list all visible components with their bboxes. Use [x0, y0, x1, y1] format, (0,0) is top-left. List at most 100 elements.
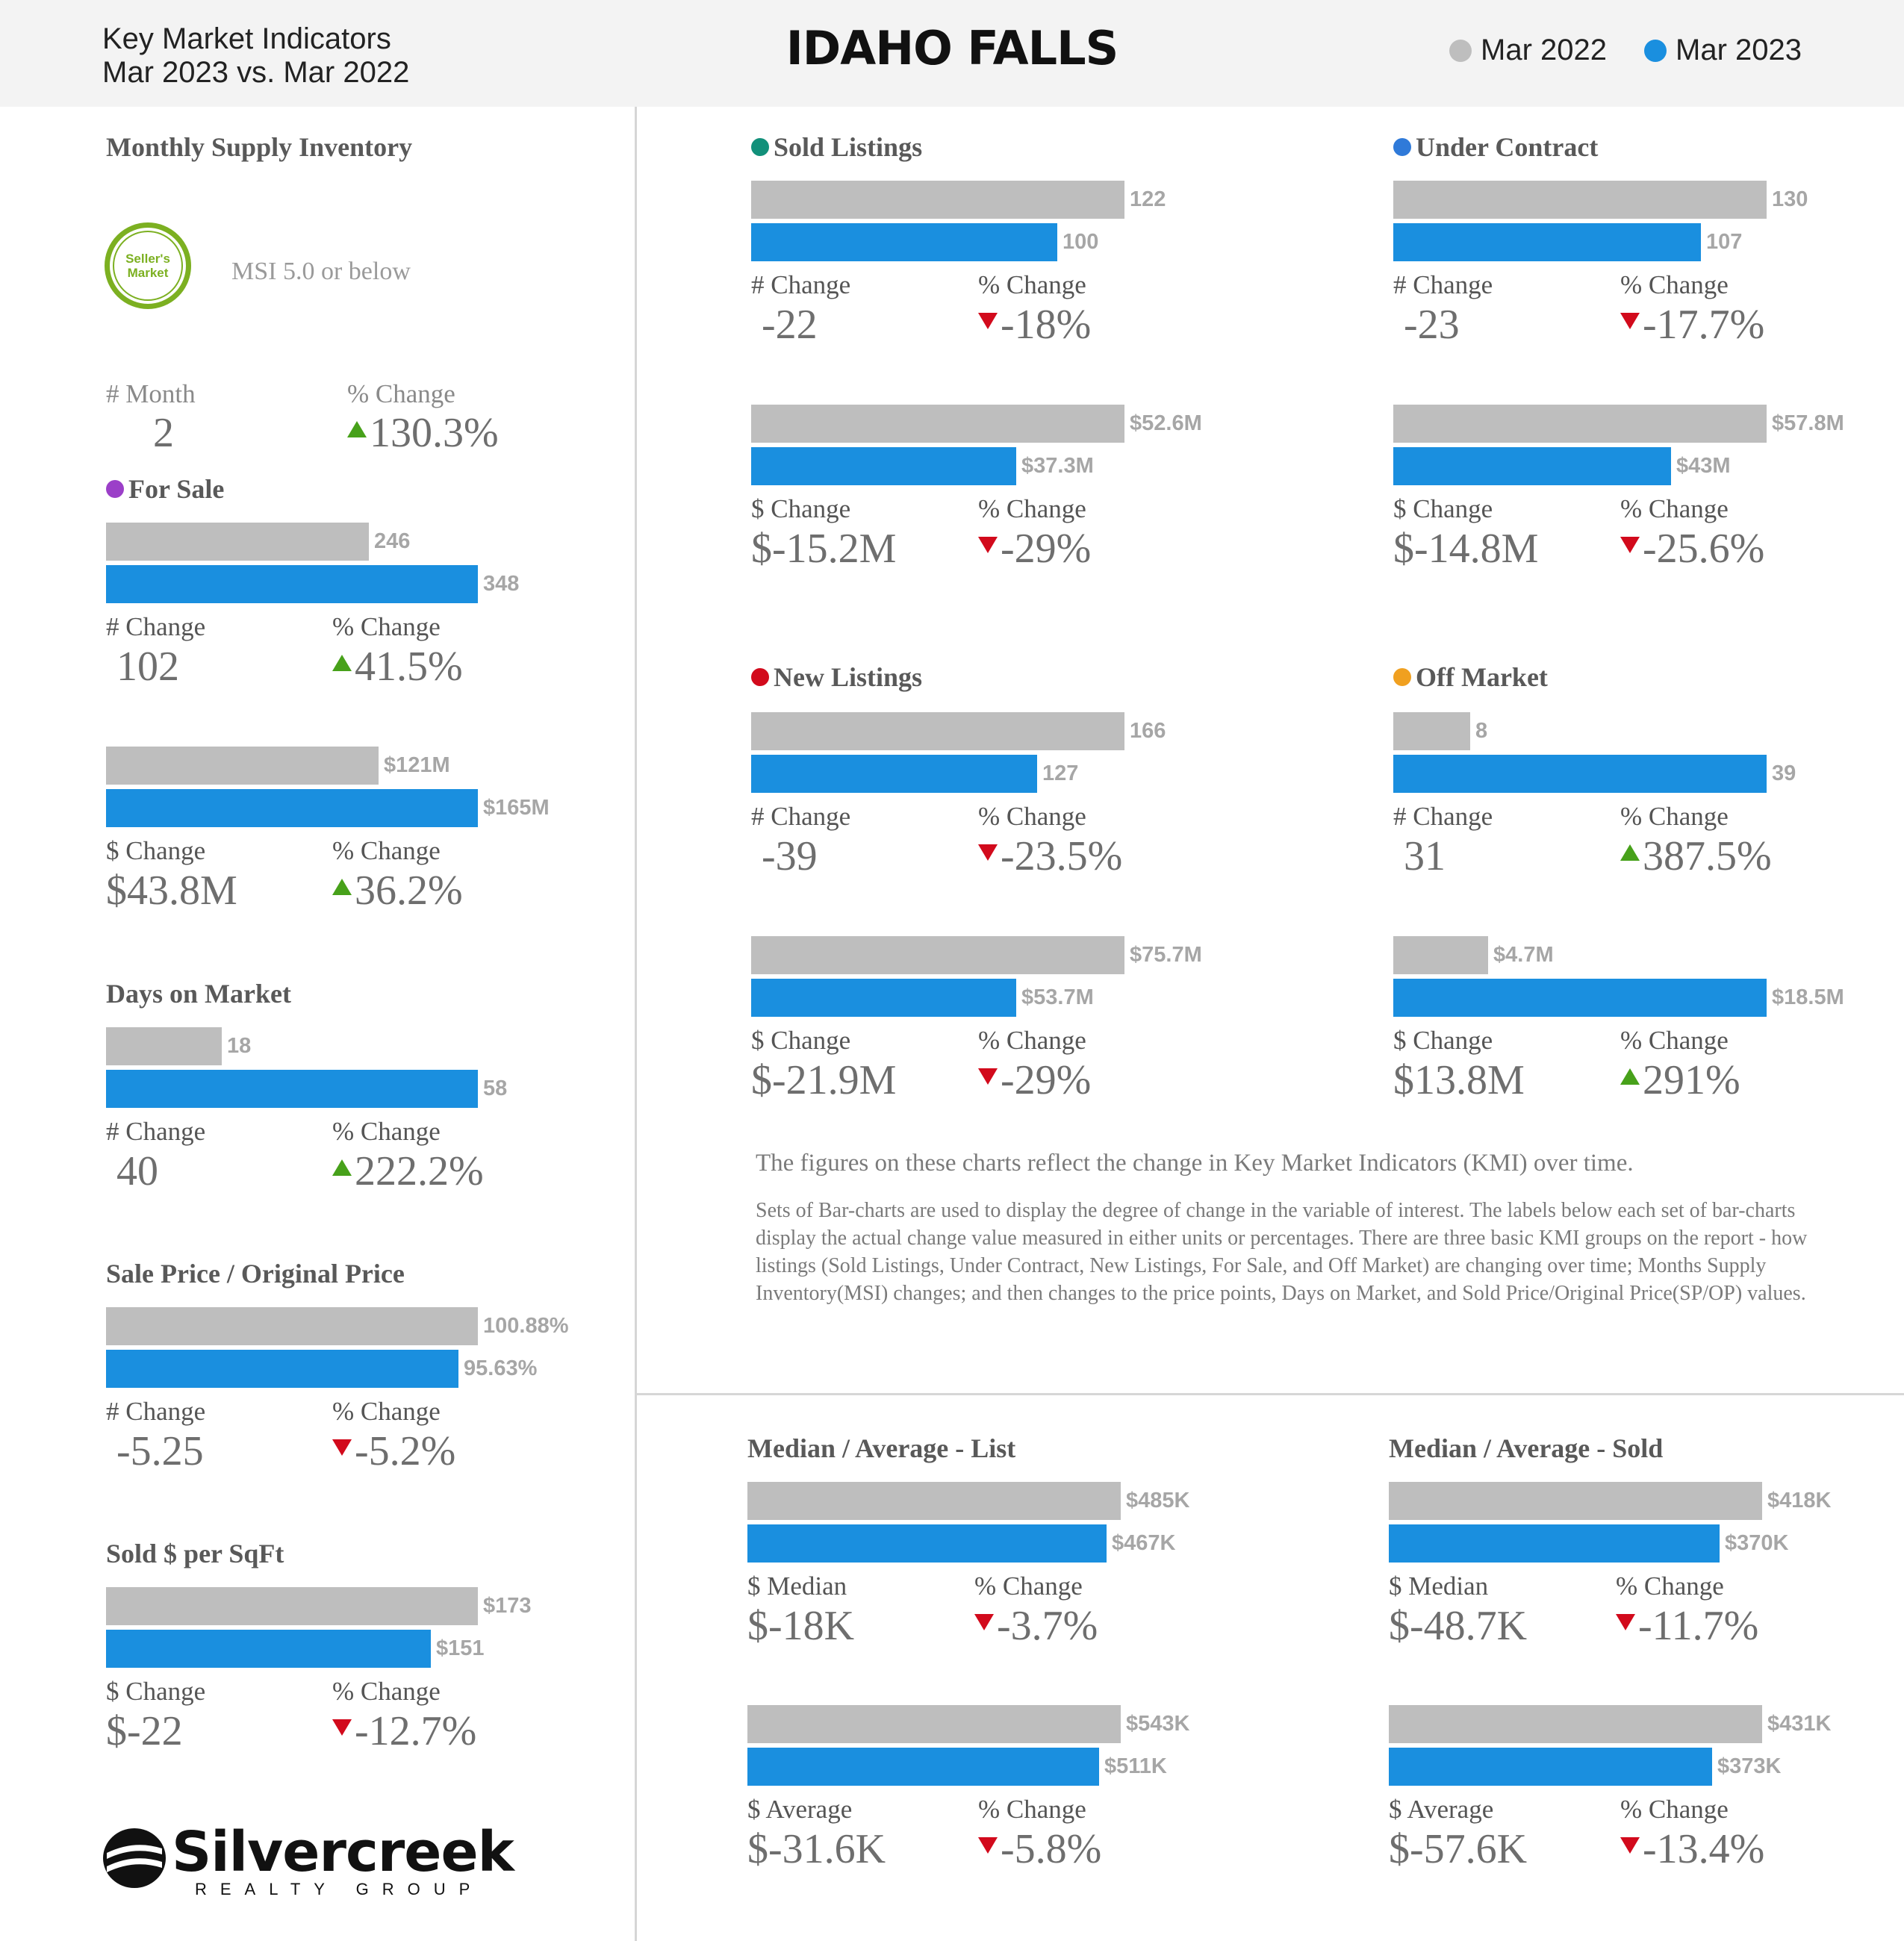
bar-value-label: 348 — [483, 572, 520, 596]
pct-change-value: -11.7% — [1616, 1602, 1758, 1650]
pct-change-value: -29% — [978, 525, 1091, 573]
down-arrow-icon — [978, 1068, 998, 1085]
category-dot-icon — [106, 480, 124, 498]
legend-label-prev: Mar 2022 — [1481, 34, 1608, 66]
chart-title-text: Days on Market — [106, 979, 291, 1009]
change-label: # Change — [106, 1397, 206, 1426]
pct-change-text: -29% — [1001, 526, 1092, 572]
chart-title: Sold $ per SqFt — [106, 1538, 284, 1569]
legend-dot-icon — [1644, 39, 1667, 62]
report-subtitle: Key Market Indicators Mar 2023 vs. Mar 2… — [102, 22, 409, 90]
change-value: $-57.6K — [1389, 1826, 1528, 1872]
category-dot-icon — [1393, 138, 1411, 156]
bar-mar-2022 — [106, 1307, 478, 1345]
pct-change-label: % Change — [332, 1117, 441, 1146]
bar-value-label: 130 — [1772, 187, 1808, 211]
change-value: $-15.2M — [751, 526, 897, 572]
bar-mar-2022 — [106, 1587, 478, 1625]
change-label: $ Change — [751, 494, 851, 523]
legend: Mar 2022 Mar 2023 — [1449, 34, 1802, 67]
change-label: $ Average — [1389, 1795, 1494, 1824]
up-arrow-icon — [332, 879, 352, 896]
bar-mar-2022 — [1389, 1705, 1762, 1743]
pct-change-label: % Change — [332, 836, 441, 865]
bar-value-label: 246 — [374, 529, 411, 553]
bar-value-label: 107 — [1706, 230, 1743, 254]
change-label: # Change — [1393, 802, 1493, 831]
msi-pct-value: 130.3% — [347, 409, 499, 457]
bar-value-label: 127 — [1042, 761, 1079, 785]
up-arrow-icon — [332, 1159, 352, 1177]
bar-value-label: 58 — [483, 1077, 508, 1100]
sellers-market-badge-text: Seller's Market — [113, 231, 183, 301]
notes-detail: Sets of Bar-charts are used to display t… — [756, 1199, 1808, 1305]
bar-mar-2023 — [747, 1748, 1099, 1786]
change-value: -22 — [762, 302, 818, 348]
up-arrow-icon — [347, 421, 367, 438]
pct-change-value: 291% — [1620, 1056, 1740, 1104]
bar-mar-2022 — [751, 712, 1124, 750]
bar-mar-2023 — [1389, 1748, 1712, 1786]
bar-value-label: $173 — [483, 1594, 532, 1618]
pct-change-text: -23.5% — [1001, 833, 1123, 879]
pct-change-label: % Change — [978, 1795, 1086, 1824]
bar-mar-2023 — [1393, 755, 1767, 793]
bar-value-label: $373K — [1717, 1754, 1782, 1778]
pct-change-label: % Change — [978, 802, 1086, 831]
change-value: $-22 — [106, 1708, 183, 1754]
chart-title-text: Median / Average - Sold — [1389, 1433, 1664, 1463]
bar-value-label: $37.3M — [1021, 454, 1094, 478]
bar-mar-2023 — [751, 223, 1057, 261]
change-label: # Change — [751, 802, 851, 831]
bar-value-label: 8 — [1475, 719, 1488, 743]
msi-num-value: 2 — [153, 410, 174, 456]
pct-change-value: -18% — [978, 301, 1091, 349]
chart-title-text: Median / Average - List — [747, 1433, 1016, 1463]
chart-title-text: Sold Listings — [774, 132, 923, 162]
chart-title: Under Contract — [1393, 131, 1598, 163]
bar-mar-2022 — [751, 181, 1124, 219]
bar-mar-2023 — [751, 979, 1016, 1017]
pct-change-label: % Change — [1616, 1571, 1724, 1601]
up-arrow-icon — [1620, 844, 1640, 862]
chart-title-text: For Sale — [128, 474, 225, 504]
down-arrow-icon — [332, 1719, 352, 1736]
bar-value-label: $18.5M — [1772, 985, 1844, 1009]
change-label: $ Change — [106, 836, 206, 865]
pct-change-text: -17.7% — [1643, 302, 1765, 348]
pct-change-value: -3.7% — [974, 1602, 1098, 1650]
logo-swoosh-icon — [103, 1828, 166, 1888]
bar-mar-2023 — [106, 1630, 431, 1668]
pct-change-text: -29% — [1001, 1057, 1092, 1103]
pct-change-label: % Change — [978, 1026, 1086, 1055]
chart-title-text: Off Market — [1416, 662, 1548, 692]
report-title: IDAHO FALLS — [785, 21, 1119, 75]
down-arrow-icon — [978, 844, 998, 862]
bar-mar-2023 — [747, 1524, 1107, 1563]
down-arrow-icon — [978, 1837, 998, 1854]
pct-change-value: 387.5% — [1620, 832, 1772, 880]
pct-change-text: -12.7% — [355, 1708, 477, 1754]
bar-mar-2023 — [1393, 447, 1671, 485]
bar-value-label: 100.88% — [483, 1314, 569, 1338]
bar-mar-2022 — [1393, 405, 1767, 443]
bar-mar-2022 — [106, 747, 379, 785]
category-dot-icon — [1393, 668, 1411, 686]
bar-value-label: $52.6M — [1130, 411, 1202, 435]
change-label: # Change — [106, 612, 206, 641]
pct-change-text: -11.7% — [1638, 1603, 1759, 1649]
bar-mar-2022 — [1393, 181, 1767, 219]
bar-value-label: $57.8M — [1772, 411, 1844, 435]
msi-num-label: # Month — [106, 379, 196, 408]
bar-mar-2022 — [106, 523, 369, 561]
change-value: $13.8M — [1393, 1057, 1525, 1103]
bar-value-label: $418K — [1767, 1489, 1832, 1512]
chart-title-text: Sale Price / Original Price — [106, 1259, 405, 1289]
report-subtitle-line2: Mar 2023 vs. Mar 2022 — [102, 56, 410, 89]
pct-change-label: % Change — [1620, 494, 1729, 523]
pct-change-value: -13.4% — [1620, 1825, 1764, 1873]
bar-value-label: $165M — [483, 796, 550, 820]
change-value: $-18K — [747, 1603, 855, 1649]
bar-value-label: $43M — [1676, 454, 1731, 478]
legend-item-curr: Mar 2023 — [1644, 34, 1802, 67]
